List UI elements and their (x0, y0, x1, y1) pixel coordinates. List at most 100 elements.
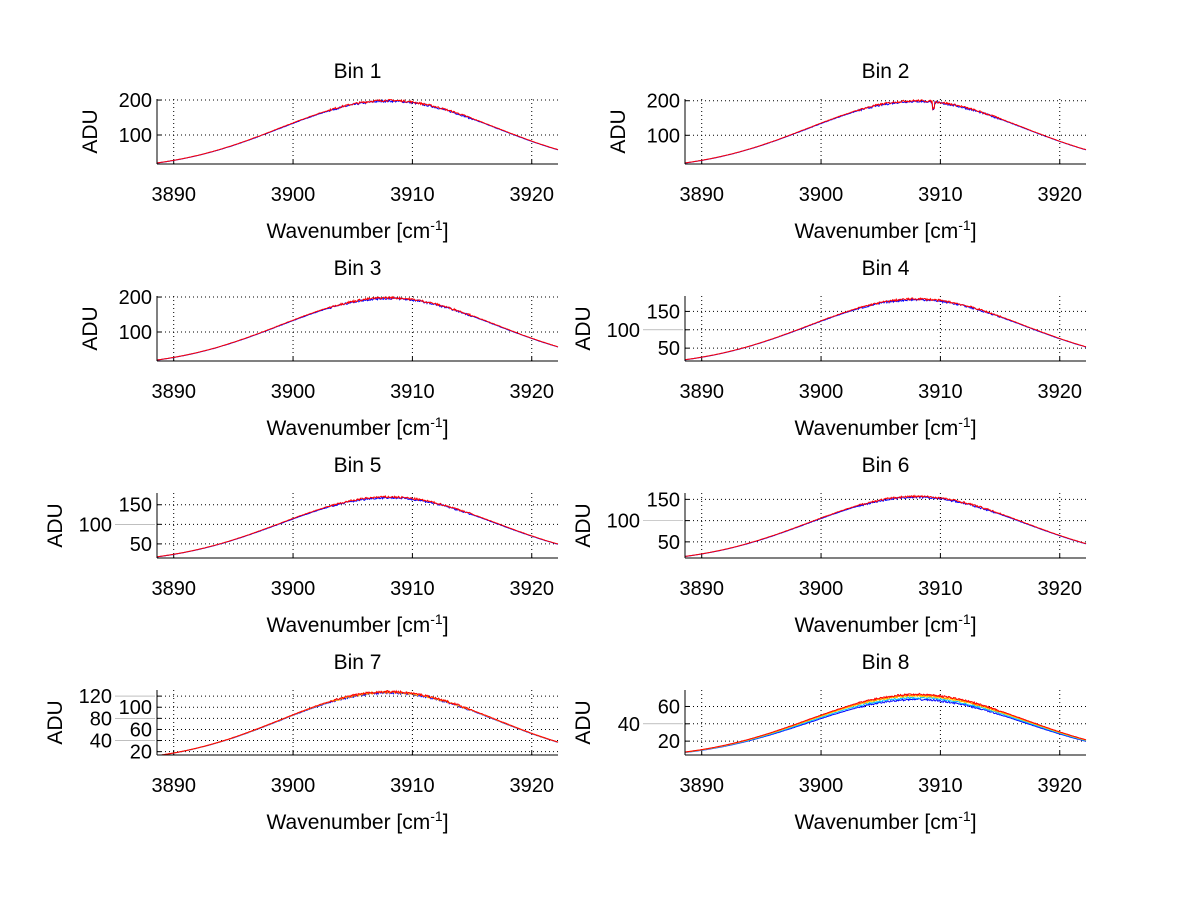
x-tick-label: 3890 (679, 184, 724, 206)
y-tick-label: 120 (79, 686, 112, 708)
y-tick-label: 200 (119, 287, 152, 309)
y-tick-label: 50 (130, 534, 152, 556)
x-tick-label: 3900 (799, 184, 844, 206)
x-axis-label: Wavenumber [cm-1] (266, 808, 448, 834)
series-line-2 (684, 494, 1087, 557)
x-axis-label: Wavenumber [cm-1] (266, 414, 448, 440)
y-axis-label: ADU (572, 700, 595, 744)
subplot-title: Bin 5 (334, 454, 382, 477)
y-tick-label: 200 (647, 91, 680, 113)
series-line-1 (156, 297, 559, 361)
series-line-2 (156, 295, 559, 361)
x-tick-label: 3910 (390, 184, 435, 206)
y-tick-label: 20 (658, 731, 680, 753)
subplot-3: 3890 3900 3910 3920 100 200 Bin 3 Wavenumber [c… (79, 257, 559, 440)
y-tick-label: 100 (119, 322, 152, 344)
y-tick-label: 150 (119, 495, 152, 517)
subplot-title: Bin 6 (862, 454, 910, 477)
x-tick-label: 3910 (390, 381, 435, 403)
subplot-title: Bin 2 (862, 60, 910, 83)
series-line-2 (156, 494, 559, 558)
x-axis-label: Wavenumber [cm-1] (794, 217, 976, 243)
y-tick-label: 100 (607, 511, 640, 533)
y-tick-label: 200 (119, 90, 152, 112)
x-tick-label: 3920 (509, 381, 554, 403)
subplot-title: Bin 4 (862, 257, 910, 280)
x-axis-label: Wavenumber [cm-1] (794, 611, 976, 637)
x-tick-label: 3910 (390, 578, 435, 600)
y-tick-label: 60 (658, 696, 680, 718)
x-axis-label: Wavenumber [cm-1] (266, 217, 448, 243)
series-line-2 (157, 98, 559, 164)
series-line-2 (684, 297, 1087, 361)
series-line-2 (685, 98, 1087, 164)
x-tick-label: 3890 (151, 381, 196, 403)
series-line-1 (157, 691, 559, 756)
y-axis-label: ADU (79, 109, 102, 153)
x-tick-label: 3920 (1037, 381, 1082, 403)
y-tick-label: 60 (130, 719, 152, 741)
y-tick-label: 100 (79, 514, 112, 536)
y-axis-label: ADU (44, 503, 67, 547)
x-tick-label: 3900 (271, 381, 316, 403)
x-tick-label: 3910 (918, 578, 963, 600)
y-axis-label: ADU (44, 700, 67, 744)
x-tick-label: 3900 (799, 381, 844, 403)
x-tick-label: 3920 (1037, 184, 1082, 206)
x-tick-label: 3900 (271, 775, 316, 797)
subplot-title: Bin 8 (862, 651, 910, 674)
x-tick-label: 3920 (509, 184, 554, 206)
y-tick-label: 50 (658, 532, 680, 554)
x-tick-label: 3890 (679, 775, 724, 797)
x-tick-label: 3900 (799, 578, 844, 600)
y-axis-label: ADU (572, 306, 595, 350)
y-tick-label: 100 (647, 125, 680, 147)
x-tick-label: 3890 (151, 775, 196, 797)
subplot-1: 3890 3900 3910 3920 100 200 Bin 1 Wavenumber [c… (79, 60, 559, 243)
subplot-7: 3890 3900 3910 3920 20 40 60 80 100 120 Bin 7 Waven… (44, 651, 559, 834)
y-tick-label: 50 (658, 338, 680, 360)
x-tick-label: 3910 (390, 775, 435, 797)
y-tick-label: 100 (119, 125, 152, 147)
subplot-4: 3890 3900 3910 3920 50 100 150 Bin 4 Wavenumber … (572, 257, 1087, 440)
subplot-6: 3890 3900 3910 3920 50 100 150 Bin 6 Wavenumber … (572, 454, 1087, 637)
x-tick-label: 3890 (151, 578, 196, 600)
x-tick-label: 3890 (679, 578, 724, 600)
x-tick-label: 3890 (679, 381, 724, 403)
x-tick-label: 3920 (1037, 578, 1082, 600)
y-axis-label: ADU (607, 109, 630, 153)
series-line-1 (157, 495, 559, 558)
y-tick-label: 100 (119, 697, 152, 719)
y-tick-label: 150 (647, 489, 680, 511)
subplot-8: 3890 3900 3910 3920 20 40 60 Bin 8 Wavenumber [c… (572, 651, 1087, 834)
x-tick-label: 3920 (509, 578, 554, 600)
x-axis-label: Wavenumber [cm-1] (266, 611, 448, 637)
x-axis-label: Wavenumber [cm-1] (794, 808, 976, 834)
x-axis-label: Wavenumber [cm-1] (794, 414, 976, 440)
y-tick-label: 40 (90, 731, 112, 753)
series-line-2 (684, 696, 1087, 753)
subplot-title: Bin 1 (334, 60, 382, 83)
series-line-1 (156, 99, 559, 164)
subplot-2: 3890 3900 3910 3920 100 200 Bin 2 Wavenumber [c… (607, 60, 1087, 243)
y-tick-label: 100 (607, 320, 640, 342)
x-tick-label: 3910 (918, 184, 963, 206)
y-tick-label: 40 (618, 714, 640, 736)
subplot-title: Bin 7 (334, 651, 382, 674)
subplot-5: 3890 3900 3910 3920 50 100 150 Bin 5 Wavenumber … (44, 454, 559, 637)
series-line-1 (684, 495, 1087, 557)
x-tick-label: 3920 (1037, 775, 1082, 797)
x-tick-label: 3900 (271, 578, 316, 600)
y-axis-label: ADU (572, 503, 595, 547)
series-line-5 (684, 692, 1087, 753)
series-line-1 (684, 99, 1087, 164)
x-tick-label: 3900 (799, 775, 844, 797)
x-tick-label: 3900 (271, 184, 316, 206)
y-tick-label: 80 (90, 708, 112, 730)
series-line-3 (157, 689, 559, 756)
x-tick-label: 3920 (509, 775, 554, 797)
y-axis-label: ADU (79, 306, 102, 350)
subplot-title: Bin 3 (334, 257, 382, 280)
x-tick-label: 3910 (918, 775, 963, 797)
